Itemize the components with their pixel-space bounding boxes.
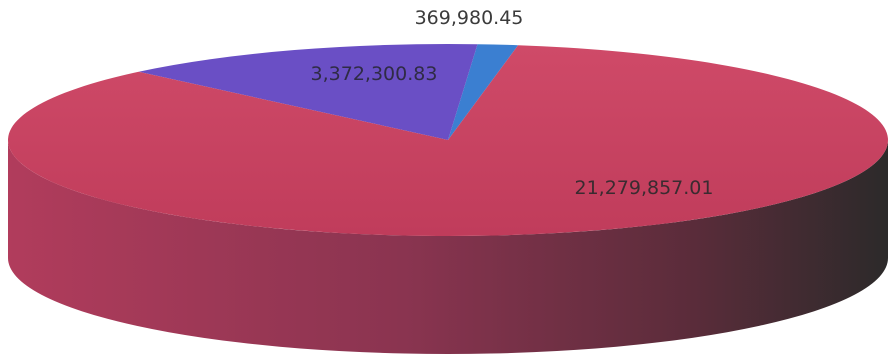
pie-slice-1 (138, 44, 478, 141)
data-label-slice-1: 3,372,300.83 (311, 63, 438, 85)
data-label-slice-0: 21,279,857.01 (574, 177, 713, 199)
pie-side-wall (8, 140, 888, 354)
pie-slice-0 (8, 45, 889, 236)
pie-slice-2 (448, 44, 519, 140)
data-label-slice-2: 369,980.45 (415, 7, 524, 29)
